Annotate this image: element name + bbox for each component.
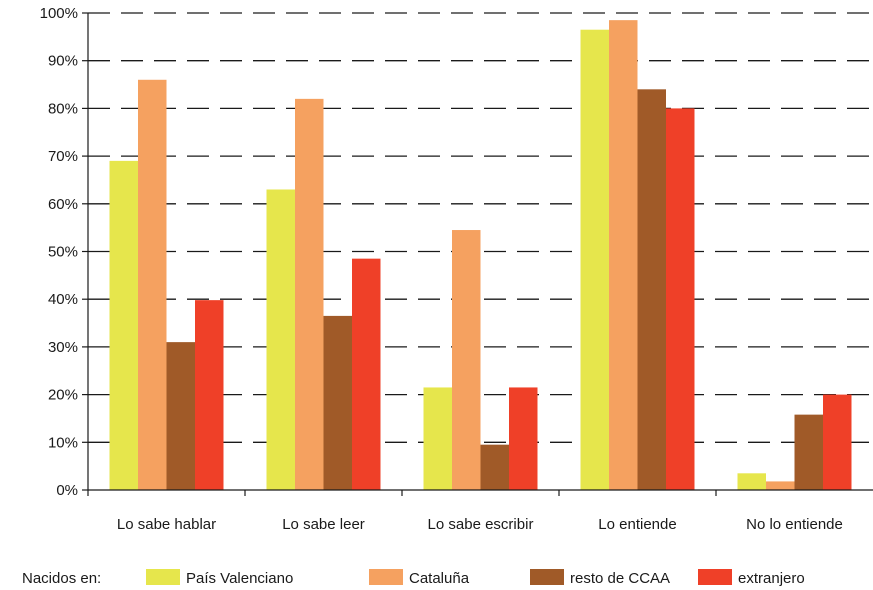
bar (323, 315, 352, 490)
legend-swatch (530, 569, 564, 585)
legend-swatch (698, 569, 732, 585)
x-category-label: Lo sabe hablar (117, 516, 216, 533)
bar (109, 160, 138, 490)
y-tick-label: 30% (48, 339, 78, 356)
bar (195, 300, 224, 490)
bar (266, 189, 295, 491)
y-tick-label: 50% (48, 244, 78, 261)
y-tick-label: 70% (48, 148, 78, 165)
bar (609, 20, 638, 491)
bar (737, 473, 766, 490)
legend: Nacidos en: País Valenciano Cataluña resto… (22, 569, 805, 587)
y-tick-label: 90% (48, 53, 78, 70)
y-tick-label: 10% (48, 434, 78, 451)
axes (87, 13, 873, 496)
bar (166, 342, 195, 490)
x-category-label: No lo entiende (746, 516, 843, 533)
y-tick-label: 60% (48, 196, 78, 213)
y-tick-label: 20% (48, 387, 78, 404)
bar (823, 394, 852, 490)
bars (109, 20, 852, 491)
bar (480, 444, 509, 490)
y-tick-label: 0% (56, 482, 78, 499)
bar (637, 89, 666, 490)
bar (295, 98, 324, 491)
x-category-label: Lo entiende (598, 516, 676, 533)
y-tick-label: 80% (48, 100, 78, 117)
bar (423, 387, 452, 490)
x-category-label: Lo sabe leer (282, 516, 365, 533)
y-tick-label: 40% (48, 291, 78, 308)
legend-label: resto de CCAA (570, 570, 670, 587)
bar (666, 108, 695, 491)
bar (580, 29, 609, 490)
legend-swatch (146, 569, 180, 585)
bar (509, 387, 538, 490)
bar (794, 414, 823, 490)
bar (352, 258, 381, 490)
bar (766, 481, 795, 490)
legend-label: País Valenciano (186, 570, 293, 587)
bar (138, 79, 167, 490)
bar (452, 230, 481, 490)
category-labels: Lo sabe hablar Lo sabe leer Lo sabe escrib… (117, 516, 843, 533)
legend-swatch (369, 569, 403, 585)
y-tick-label: 100% (40, 5, 78, 22)
legend-label: Cataluña (409, 570, 470, 587)
y-axis-ticks: 0% 10% 20% 30% 40% 50% 60% 70% 80% 90% 100% (40, 5, 88, 499)
legend-title: Nacidos en: (22, 570, 101, 587)
x-category-label: Lo sabe escribir (428, 516, 534, 533)
legend-label: extranjero (738, 570, 805, 587)
